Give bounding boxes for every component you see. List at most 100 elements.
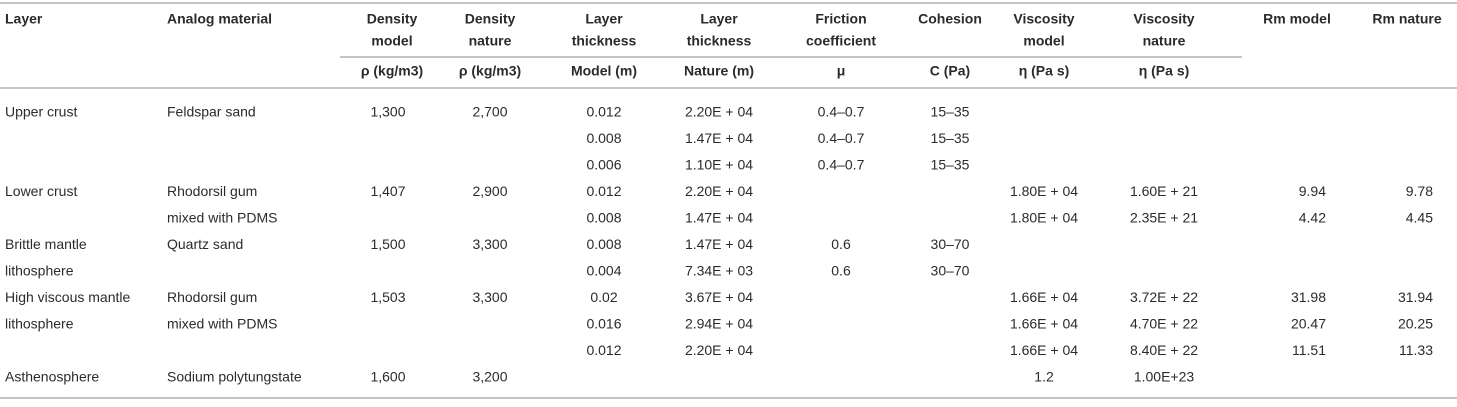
column-header: Friction: [815, 11, 866, 27]
cell: 2.20E + 04: [685, 104, 753, 120]
cell: 9.94: [1299, 183, 1326, 199]
column-header: thickness: [572, 33, 637, 49]
column-header: Layer: [585, 11, 623, 27]
cell: 0.4–0.7: [818, 157, 865, 173]
cell: 4.70E + 22: [1130, 316, 1198, 332]
cell: 31.98: [1291, 289, 1326, 305]
cell: 0.006: [586, 157, 621, 173]
column-header: Layer: [5, 11, 43, 27]
column-header: nature: [469, 33, 512, 49]
column-unit: μ: [837, 63, 846, 79]
column-header: model: [371, 33, 412, 49]
cell: 3.67E + 04: [685, 289, 753, 305]
cell: 0.004: [586, 263, 621, 279]
cell: 1.47E + 04: [685, 130, 753, 146]
cell: 0.008: [586, 130, 621, 146]
cell: 1.66E + 04: [1010, 342, 1078, 358]
cell: 1.66E + 04: [1010, 289, 1078, 305]
cell: 0.012: [586, 342, 621, 358]
column-unit: Nature (m): [684, 63, 754, 79]
cell: Rhodorsil gum: [167, 289, 257, 305]
column-header: Cohesion: [918, 11, 982, 27]
cell: 2.20E + 04: [685, 342, 753, 358]
cell: 3,300: [472, 289, 507, 305]
column-header: nature: [1143, 33, 1186, 49]
cell: Feldspar sand: [167, 104, 256, 120]
cell: lithosphere: [5, 263, 74, 279]
cell: 1.66E + 04: [1010, 316, 1078, 332]
cell: 2.35E + 21: [1130, 210, 1198, 226]
cell: 15–35: [931, 130, 970, 146]
column-header: thickness: [687, 33, 752, 49]
cell: 30–70: [931, 236, 970, 252]
cell: 1,503: [370, 289, 405, 305]
cell: 1.10E + 04: [685, 157, 753, 173]
cell: Sodium polytungstate: [167, 369, 302, 385]
column-unit: ρ (kg/m3): [459, 63, 521, 79]
cell: 2,900: [472, 183, 507, 199]
column-header: Analog material: [167, 11, 272, 27]
cell: 31.94: [1398, 289, 1433, 305]
cell: 7.34E + 03: [685, 263, 753, 279]
column-header: coefficient: [806, 33, 876, 49]
column-unit: η (Pa s): [1139, 63, 1190, 79]
cell: 0.012: [586, 183, 621, 199]
cell: 1.47E + 04: [685, 210, 753, 226]
cell: 11.51: [1292, 342, 1326, 358]
cell: 15–35: [931, 104, 970, 120]
cell: 1.60E + 21: [1130, 183, 1198, 199]
column-header: Layer: [700, 11, 738, 27]
cell: High viscous mantle: [5, 289, 130, 305]
cell: Rhodorsil gum: [167, 183, 257, 199]
cell: 1.80E + 04: [1010, 183, 1078, 199]
cell: 1,600: [370, 369, 405, 385]
cell: 1,300: [370, 104, 405, 120]
cell: 9.78: [1406, 183, 1433, 199]
cell: 0.012: [586, 104, 621, 120]
cell: mixed with PDMS: [167, 210, 277, 226]
cell: 0.4–0.7: [818, 104, 865, 120]
cell: lithosphere: [5, 316, 74, 332]
cell: 2.94E + 04: [685, 316, 753, 332]
column-unit: Model (m): [571, 63, 637, 79]
cell: 20.47: [1291, 316, 1326, 332]
cell: 1.47E + 04: [685, 236, 753, 252]
column-header: Density: [367, 11, 418, 27]
cell: 2.20E + 04: [685, 183, 753, 199]
cell: 0.4–0.7: [818, 130, 865, 146]
cell: 3.72E + 22: [1130, 289, 1198, 305]
cell: 0.016: [586, 316, 621, 332]
cell: 20.25: [1398, 316, 1433, 332]
cell: 4.45: [1406, 210, 1433, 226]
cell: 1,500: [370, 236, 405, 252]
cell: 0.6: [831, 263, 851, 279]
cell: 2,700: [472, 104, 507, 120]
cell: 30–70: [931, 263, 970, 279]
column-header: Density: [465, 11, 516, 27]
cell: Asthenosphere: [5, 369, 99, 385]
column-unit: ρ (kg/m3): [361, 63, 423, 79]
cell: Brittle mantle: [5, 236, 87, 252]
column-unit: C (Pa): [930, 63, 970, 79]
cell: 0.008: [586, 210, 621, 226]
cell: 3,200: [472, 369, 507, 385]
cell: 15–35: [931, 157, 970, 173]
column-header: Rm model: [1263, 11, 1331, 27]
cell: 11.33: [1399, 342, 1433, 358]
cell: mixed with PDMS: [167, 316, 277, 332]
cell: Lower crust: [5, 183, 77, 199]
cell: Upper crust: [5, 104, 77, 120]
cell: 0.6: [831, 236, 851, 252]
column-unit: η (Pa s): [1019, 63, 1070, 79]
column-header: model: [1023, 33, 1064, 49]
cell: 1.00E+23: [1134, 369, 1195, 385]
column-header: Rm nature: [1372, 11, 1441, 27]
cell: Quartz sand: [167, 236, 243, 252]
cell: 1,407: [370, 183, 405, 199]
cell: 1.2: [1034, 369, 1054, 385]
cell: 0.02: [590, 289, 617, 305]
column-header: Viscosity: [1013, 11, 1074, 27]
column-header: Viscosity: [1133, 11, 1194, 27]
cell: 4.42: [1299, 210, 1326, 226]
